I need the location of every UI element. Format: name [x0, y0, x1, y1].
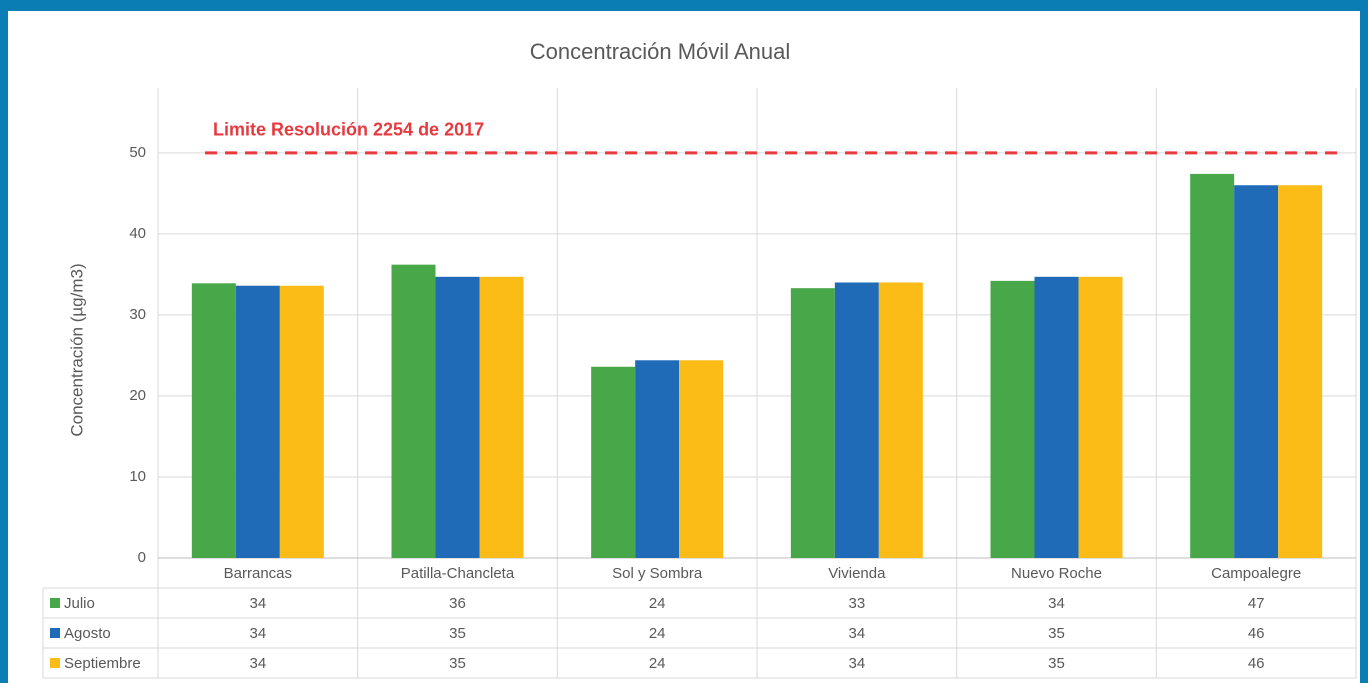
- table-value: 24: [649, 625, 666, 642]
- legend-swatch: [50, 598, 60, 608]
- legend-label: Agosto: [64, 625, 111, 642]
- legend-label: Julio: [64, 595, 95, 612]
- x-tick-label: Patilla-Chancleta: [401, 565, 515, 582]
- bar: [591, 366, 636, 558]
- bar: [679, 360, 724, 558]
- table-value: 34: [249, 595, 266, 612]
- table-value: 34: [848, 655, 865, 672]
- table-value: 24: [649, 595, 666, 612]
- bar: [479, 276, 524, 558]
- bar: [1190, 173, 1235, 558]
- x-tick-label: Barrancas: [224, 565, 292, 582]
- table-value: 36: [449, 595, 466, 612]
- bar: [1078, 276, 1123, 558]
- y-tick-label: 30: [129, 306, 146, 323]
- table-value: 46: [1248, 625, 1265, 642]
- table-value: 35: [1048, 655, 1065, 672]
- table-value: 35: [449, 655, 466, 672]
- table-value: 46: [1248, 655, 1265, 672]
- legend-swatch: [50, 628, 60, 638]
- x-tick-label: Vivienda: [828, 565, 886, 582]
- bar: [235, 285, 280, 558]
- bar: [435, 276, 480, 558]
- table-value: 34: [1048, 595, 1065, 612]
- bar: [391, 264, 436, 558]
- y-tick-label: 10: [129, 468, 146, 485]
- legend-label: Septiembre: [64, 655, 141, 672]
- table-value: 33: [848, 595, 865, 612]
- y-tick-label: 0: [138, 549, 146, 566]
- bar: [878, 282, 923, 558]
- y-tick-label: 40: [129, 225, 146, 242]
- limit-label: Limite Resolución 2254 de 2017: [213, 120, 484, 140]
- bar: [1278, 185, 1323, 558]
- table-value: 35: [1048, 625, 1065, 642]
- bar: [191, 283, 236, 558]
- x-tick-label: Nuevo Roche: [1011, 565, 1102, 582]
- legend-swatch: [50, 658, 60, 668]
- table-value: 34: [848, 625, 865, 642]
- bar: [990, 280, 1035, 558]
- x-tick-label: Sol y Sombra: [612, 565, 703, 582]
- bar: [635, 360, 680, 558]
- x-tick-label: Campoalegre: [1211, 565, 1301, 582]
- table-value: 24: [649, 655, 666, 672]
- y-tick-label: 20: [129, 387, 146, 404]
- table-value: 35: [449, 625, 466, 642]
- table-value: 34: [249, 655, 266, 672]
- table-value: 34: [249, 625, 266, 642]
- bar: [834, 282, 879, 558]
- bar: [790, 288, 835, 558]
- y-axis-label: Concentración (µg/m3): [67, 263, 86, 436]
- chart-title: Concentración Móvil Anual: [530, 39, 790, 64]
- bar: [1234, 185, 1279, 558]
- bar: [1034, 276, 1079, 558]
- bar: [279, 285, 324, 558]
- table-value: 47: [1248, 595, 1265, 612]
- y-tick-label: 50: [129, 144, 146, 161]
